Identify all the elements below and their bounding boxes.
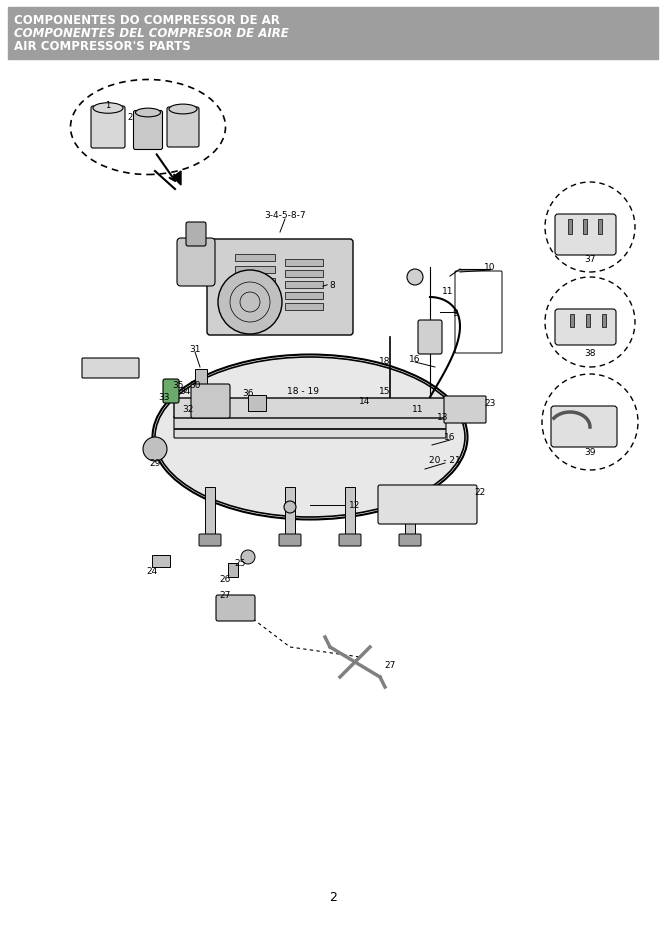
FancyBboxPatch shape	[399, 535, 421, 546]
Ellipse shape	[135, 109, 161, 118]
Text: 27: 27	[384, 661, 396, 670]
Bar	[285, 260, 323, 267]
Text: 15: 15	[379, 387, 391, 396]
Bar	[602, 314, 606, 327]
Text: 16: 16	[409, 355, 421, 364]
Bar	[583, 220, 587, 235]
Bar	[8, 8, 658, 60]
Bar	[285, 488, 295, 538]
Text: 24: 24	[147, 565, 158, 575]
FancyBboxPatch shape	[378, 486, 477, 525]
Text: 33: 33	[159, 393, 170, 402]
FancyBboxPatch shape	[163, 379, 179, 403]
Circle shape	[284, 502, 296, 514]
FancyBboxPatch shape	[174, 416, 446, 438]
Text: 39: 39	[584, 448, 596, 457]
FancyBboxPatch shape	[82, 359, 139, 378]
Bar	[345, 488, 355, 538]
Bar	[285, 304, 323, 311]
Text: 16: 16	[444, 433, 456, 442]
Bar	[598, 220, 602, 235]
FancyBboxPatch shape	[207, 240, 353, 336]
Bar	[235, 255, 275, 261]
Text: 20 - 21: 20 - 21	[429, 456, 461, 465]
FancyBboxPatch shape	[216, 595, 255, 621]
Text: 31: 31	[189, 345, 200, 354]
Text: COMPONENTES DO COMPRESSOR DE AR: COMPONENTES DO COMPRESSOR DE AR	[14, 14, 280, 27]
Bar	[586, 314, 590, 327]
FancyBboxPatch shape	[199, 535, 221, 546]
Circle shape	[218, 271, 282, 335]
Bar	[195, 370, 207, 387]
Bar	[152, 555, 170, 567]
Text: 1: 1	[105, 101, 111, 110]
Text: 23: 23	[484, 398, 496, 407]
Circle shape	[241, 551, 255, 565]
Text: 8: 8	[329, 280, 335, 289]
Text: 26: 26	[219, 575, 230, 584]
Polygon shape	[173, 171, 181, 185]
Text: 38: 38	[584, 349, 596, 357]
FancyBboxPatch shape	[339, 535, 361, 546]
Bar	[235, 267, 275, 273]
FancyBboxPatch shape	[186, 222, 206, 247]
Bar	[285, 271, 323, 278]
Text: 11: 11	[412, 405, 424, 414]
Bar	[248, 396, 266, 412]
Text: 3-4-5-8-7: 3-4-5-8-7	[264, 211, 306, 221]
Text: 9: 9	[452, 308, 458, 317]
Bar	[228, 564, 238, 578]
Text: 14: 14	[360, 396, 371, 405]
Text: 25: 25	[234, 558, 246, 567]
FancyBboxPatch shape	[444, 397, 486, 424]
Bar	[235, 291, 275, 298]
FancyBboxPatch shape	[191, 385, 230, 419]
FancyBboxPatch shape	[555, 215, 616, 256]
Text: 34: 34	[179, 387, 190, 396]
Text: 2: 2	[127, 113, 133, 122]
Text: 12: 12	[349, 501, 361, 510]
Text: 18 - 19: 18 - 19	[287, 386, 319, 395]
Text: 10: 10	[484, 263, 496, 273]
Text: 11: 11	[442, 286, 454, 295]
Ellipse shape	[93, 104, 123, 114]
Bar	[205, 488, 215, 538]
Bar	[570, 314, 574, 327]
Bar	[235, 314, 275, 322]
FancyBboxPatch shape	[551, 407, 617, 448]
Ellipse shape	[169, 105, 197, 115]
Bar	[8, 68, 658, 902]
FancyBboxPatch shape	[418, 321, 442, 355]
Text: 13: 13	[438, 413, 449, 422]
Bar	[235, 303, 275, 310]
FancyBboxPatch shape	[279, 535, 301, 546]
Bar	[285, 293, 323, 299]
Text: 35: 35	[172, 380, 184, 389]
Bar	[405, 488, 415, 538]
Bar	[285, 282, 323, 288]
FancyBboxPatch shape	[133, 111, 163, 150]
Text: 30: 30	[189, 380, 200, 389]
Text: 32: 32	[182, 405, 194, 414]
Text: 22: 22	[474, 488, 486, 497]
FancyBboxPatch shape	[555, 310, 616, 346]
FancyBboxPatch shape	[167, 108, 199, 147]
Text: 18: 18	[379, 356, 391, 365]
Text: 27: 27	[219, 590, 230, 599]
Circle shape	[143, 438, 167, 462]
Bar	[235, 279, 275, 286]
Text: 36: 36	[242, 388, 254, 397]
Bar	[568, 220, 572, 235]
Text: COMPONENTES DEL COMPRESOR DE AIRE: COMPONENTES DEL COMPRESOR DE AIRE	[14, 27, 289, 40]
Text: 29: 29	[149, 459, 161, 468]
Text: AIR COMPRESSOR'S PARTS: AIR COMPRESSOR'S PARTS	[14, 40, 190, 53]
FancyBboxPatch shape	[177, 239, 215, 286]
FancyBboxPatch shape	[91, 107, 125, 149]
Ellipse shape	[155, 358, 465, 517]
FancyBboxPatch shape	[174, 399, 446, 419]
Text: 2: 2	[329, 891, 337, 904]
Circle shape	[407, 270, 423, 286]
Text: 37: 37	[584, 255, 596, 264]
